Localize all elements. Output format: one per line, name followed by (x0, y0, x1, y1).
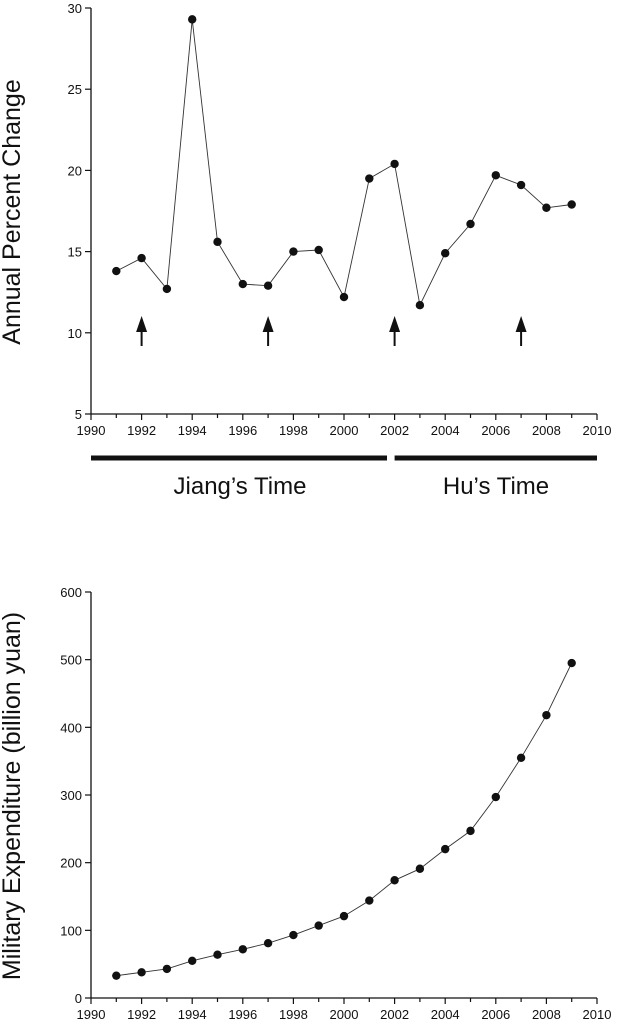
data-point (441, 249, 450, 258)
x-tick-label: 1994 (178, 1007, 207, 1022)
data-point (238, 279, 247, 289)
data-point (137, 253, 146, 263)
series-line (116, 662, 573, 977)
data-point (516, 753, 526, 762)
data-point (390, 876, 399, 885)
y-tick-label: 15 (68, 245, 82, 260)
data-point (542, 710, 551, 720)
data-point (542, 203, 551, 212)
x-tick-label: 1992 (127, 423, 156, 438)
y-tick-label: 400 (60, 720, 82, 735)
data-point (415, 300, 425, 310)
series-line (116, 19, 572, 307)
data-point (162, 284, 172, 294)
data-point (567, 200, 576, 209)
y-tick-label: 200 (60, 856, 82, 871)
data-point (314, 921, 323, 930)
data-point (314, 245, 323, 255)
data-point (339, 292, 349, 302)
x-tick-label: 1990 (77, 423, 106, 438)
era-annotations: Jiang’s Time Hu’s Time (174, 473, 550, 500)
era-label-jiang: Jiang’s Time (174, 473, 307, 500)
x-tick-label: 2010 (583, 1007, 612, 1022)
chart1-ylabel: Military Expenditure (billion yuan) (0, 612, 26, 980)
x-tick-label: 1998 (279, 423, 308, 438)
x-tick-label: 1998 (279, 1007, 308, 1022)
y-tick-label: 100 (60, 923, 82, 938)
military-expenditure-chart: Military Expenditure (billion yuan) 0 100… (0, 585, 611, 1022)
data-point (567, 658, 576, 668)
x-tick-label: 2004 (431, 423, 460, 438)
data-point (112, 971, 121, 980)
data-point (112, 266, 121, 276)
x-tick-label: 2010 (583, 423, 612, 438)
annual-percent-change-chart: Annual Percent Change Jiang’s Time Hu’s … (0, 1, 611, 500)
x-tick-label: 2008 (532, 1007, 561, 1022)
data-point (466, 219, 475, 229)
data-point (339, 911, 349, 921)
data-point (162, 964, 172, 974)
data-point (137, 968, 146, 977)
x-tick-label: 1994 (178, 423, 207, 438)
chart0-ylabel: Annual Percent Change (0, 79, 26, 344)
data-point (289, 247, 298, 256)
y-tick-label: 25 (68, 82, 82, 97)
data-point (213, 237, 222, 247)
data-point (390, 159, 399, 169)
y-tick-label: 600 (60, 585, 82, 600)
data-point (365, 174, 374, 183)
x-tick-label: 1996 (228, 423, 257, 438)
arrow-icon (515, 316, 527, 332)
x-tick-label: 2006 (481, 1007, 510, 1022)
era-label-hu: Hu’s Time (443, 473, 549, 500)
x-tick-label: 2000 (330, 1007, 359, 1022)
arrow-icon (262, 316, 274, 332)
data-point (263, 938, 273, 948)
x-tick-label: 2004 (431, 1007, 460, 1022)
data-point (238, 945, 247, 954)
data-point (188, 956, 197, 965)
data-point (491, 171, 500, 180)
data-point (466, 826, 475, 836)
data-point (188, 15, 197, 24)
data-point (516, 180, 526, 190)
data-point (289, 930, 298, 940)
data-point (263, 281, 273, 290)
data-point (491, 792, 500, 802)
x-tick-label: 1996 (228, 1007, 257, 1022)
y-tick-label: 0 (75, 991, 82, 1006)
y-tick-label: 10 (68, 326, 82, 341)
y-tick-label: 30 (68, 1, 82, 16)
arrow-icon (136, 316, 148, 332)
data-point (415, 864, 425, 873)
x-tick-label: 2006 (481, 423, 510, 438)
data-point (441, 844, 450, 854)
data-point (365, 896, 374, 905)
x-tick-label: 2002 (380, 1007, 409, 1022)
arrow-icon (389, 316, 401, 332)
x-tick-label: 1992 (127, 1007, 156, 1022)
data-point (213, 950, 222, 959)
y-tick-label: 20 (68, 163, 82, 178)
x-tick-label: 2008 (532, 423, 561, 438)
x-tick-label: 1990 (77, 1007, 106, 1022)
y-tick-label: 300 (60, 788, 82, 803)
y-tick-label: 500 (60, 653, 82, 668)
x-tick-label: 2000 (330, 423, 359, 438)
y-tick-label: 5 (75, 407, 82, 422)
x-tick-label: 2002 (380, 423, 409, 438)
